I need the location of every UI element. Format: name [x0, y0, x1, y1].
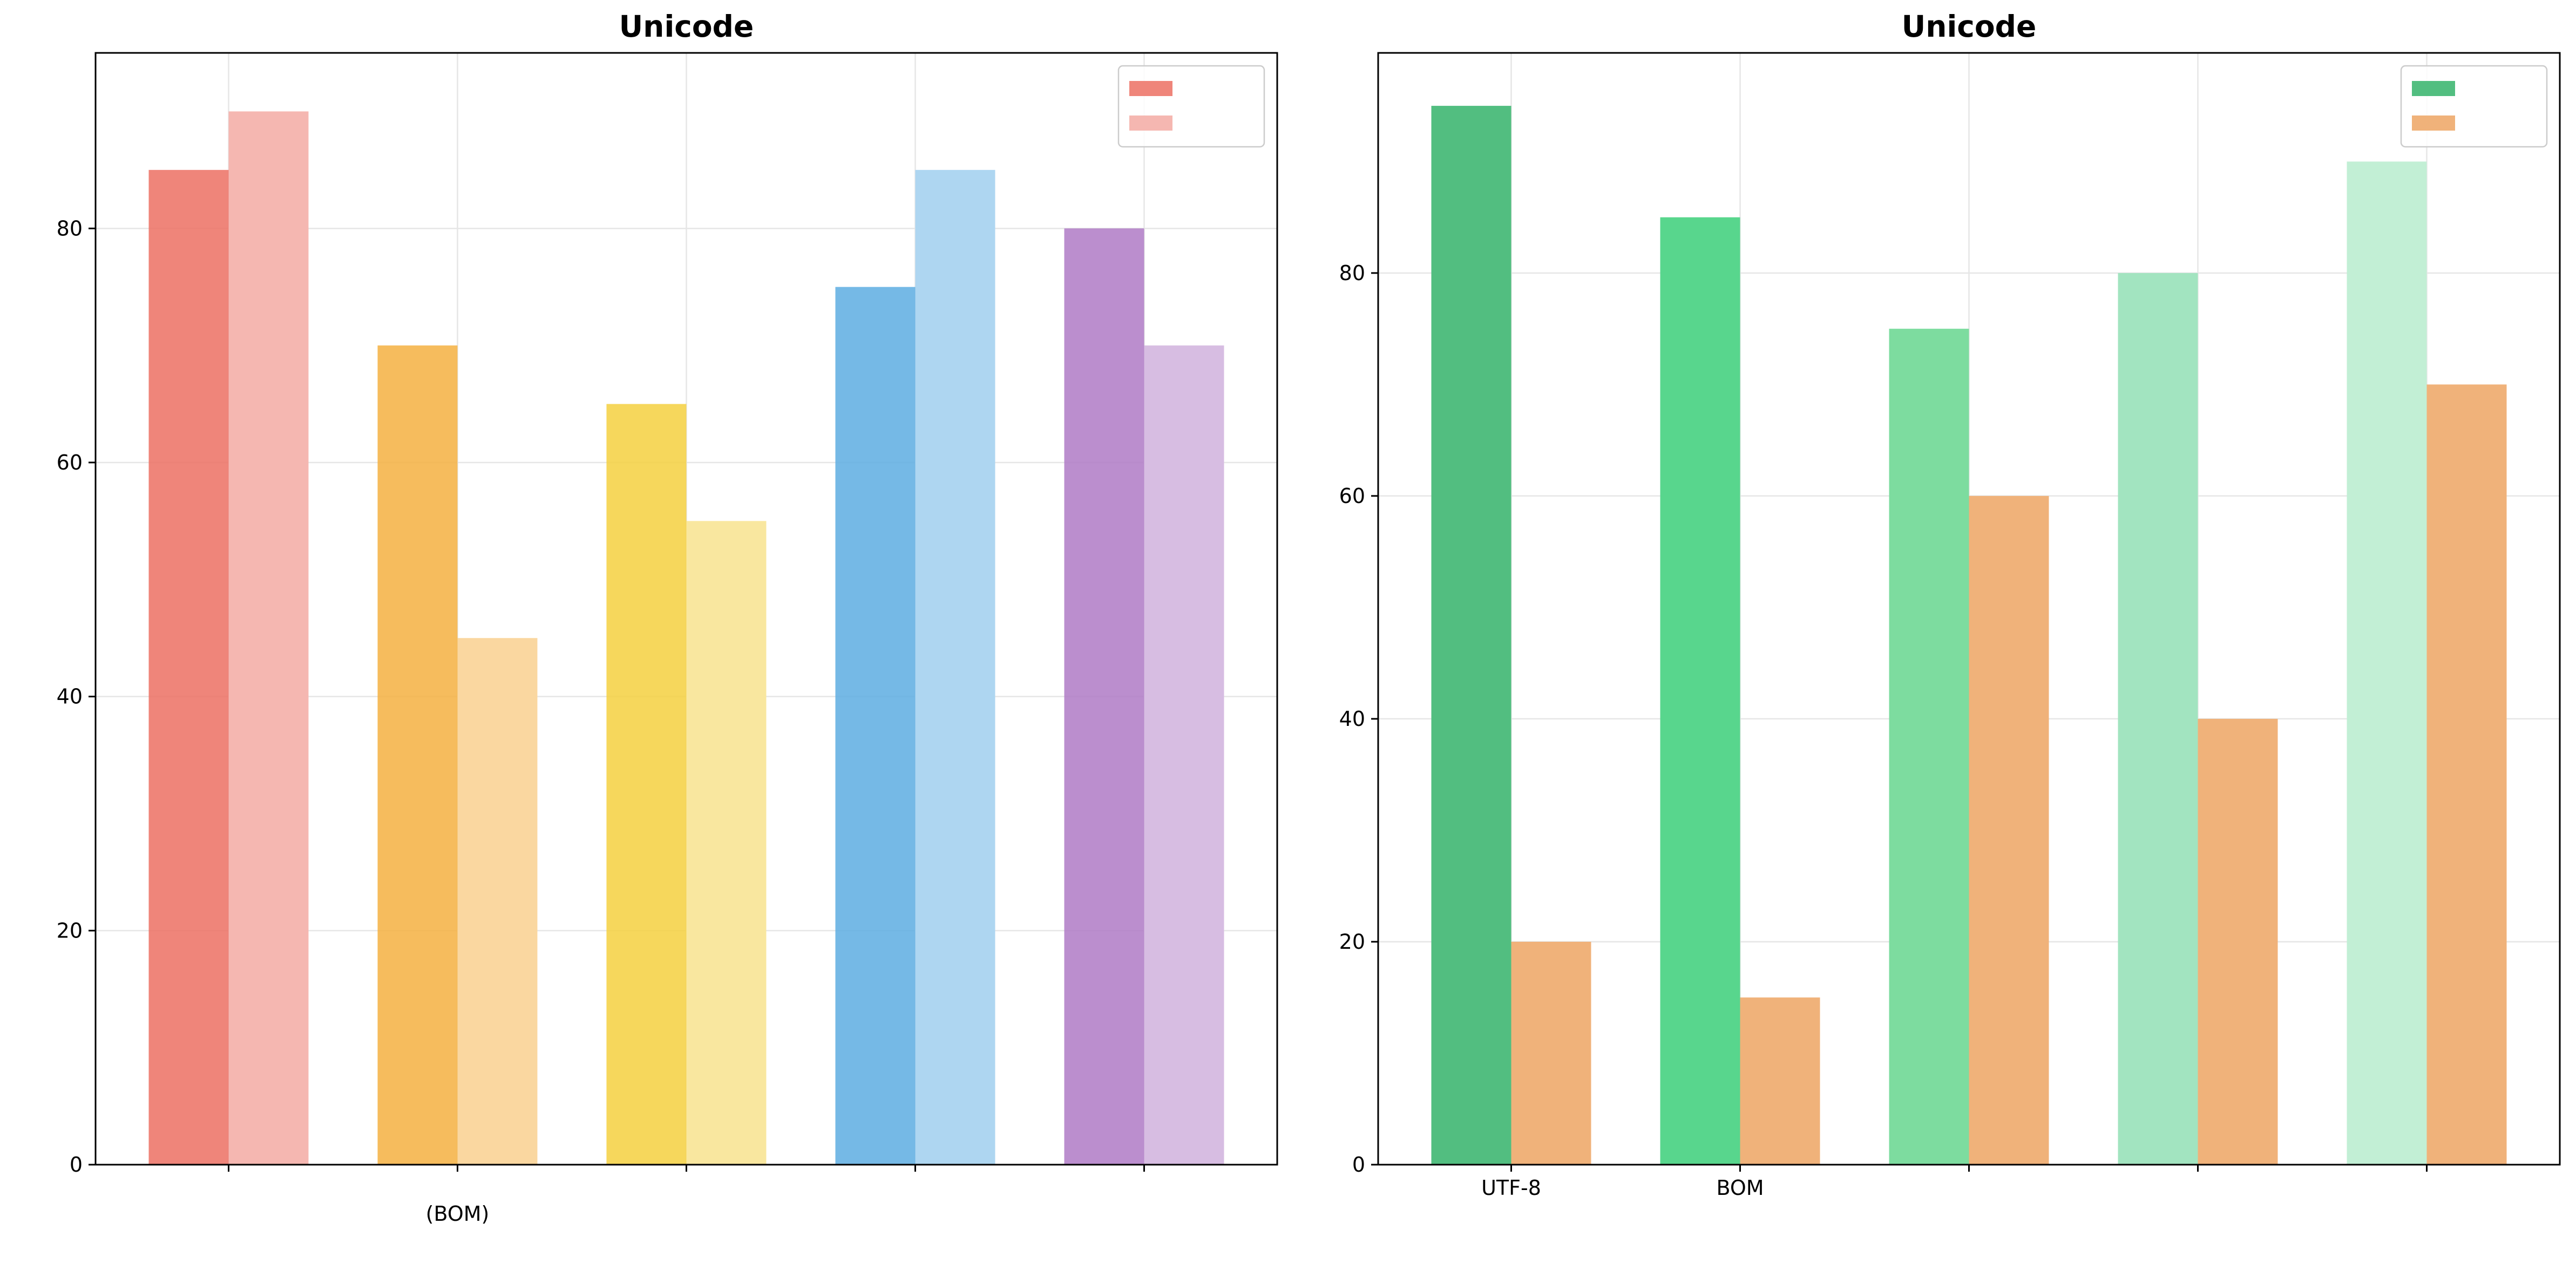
- bar-a-0: [148, 169, 229, 1165]
- bar-b-0: [1511, 941, 1591, 1165]
- legend-box: [2400, 65, 2548, 148]
- bar-a-3: [835, 287, 916, 1165]
- y-tick-label: 20: [57, 919, 83, 942]
- bar-a-0: [1431, 106, 1511, 1165]
- y-tick-label: 0: [1352, 1153, 1365, 1177]
- bar-b-1: [1740, 997, 1820, 1165]
- chart-left: 0 20 40 60 80 (BOM) Unicode: [57, 9, 1278, 1226]
- bar-b-0: [228, 111, 309, 1165]
- legend: [1117, 65, 1265, 148]
- bar-b-4: [2426, 384, 2507, 1165]
- chart-title: Unicode: [619, 9, 754, 44]
- bar-a-4: [2347, 161, 2427, 1165]
- legend-swatch: [2412, 81, 2455, 96]
- bar-b-3: [915, 169, 995, 1165]
- y-tick-label: 60: [1339, 484, 1365, 508]
- bar-a-2: [1889, 329, 1969, 1165]
- y-tick-label: 0: [70, 1153, 83, 1177]
- bar-b-4: [1144, 345, 1224, 1165]
- y-tick-label: 80: [1339, 261, 1365, 285]
- bar-b-2: [1969, 495, 2049, 1165]
- bar-b-1: [457, 638, 538, 1165]
- bar-b-2: [686, 521, 767, 1165]
- legend-swatch: [1129, 81, 1172, 96]
- y-tick-label: 40: [1339, 707, 1365, 731]
- bar-a-1: [377, 345, 458, 1165]
- legend-box: [1117, 65, 1265, 148]
- bar-b-3: [2198, 718, 2278, 1165]
- y-tick-label: 40: [57, 685, 83, 709]
- chart-right: 0 20 40 60 80 UTF-8 BOM Unicode: [1339, 9, 2561, 1200]
- bar-a-3: [2118, 273, 2198, 1165]
- y-tick-label: 60: [57, 451, 83, 474]
- y-tick-label: 20: [1339, 930, 1365, 954]
- y-tick-label: 80: [57, 216, 83, 240]
- x-tick-label: BOM: [1716, 1176, 1764, 1200]
- legend-swatch: [2412, 115, 2455, 131]
- bar-a-1: [1660, 217, 1740, 1165]
- chart-title: Unicode: [1902, 9, 2037, 44]
- x-tick-label: (BOM): [426, 1202, 490, 1226]
- x-tick-label: UTF-8: [1481, 1176, 1541, 1200]
- bar-a-4: [1064, 228, 1144, 1165]
- legend: [2400, 65, 2548, 148]
- legend-swatch: [1129, 115, 1172, 131]
- bar-a-2: [606, 404, 687, 1165]
